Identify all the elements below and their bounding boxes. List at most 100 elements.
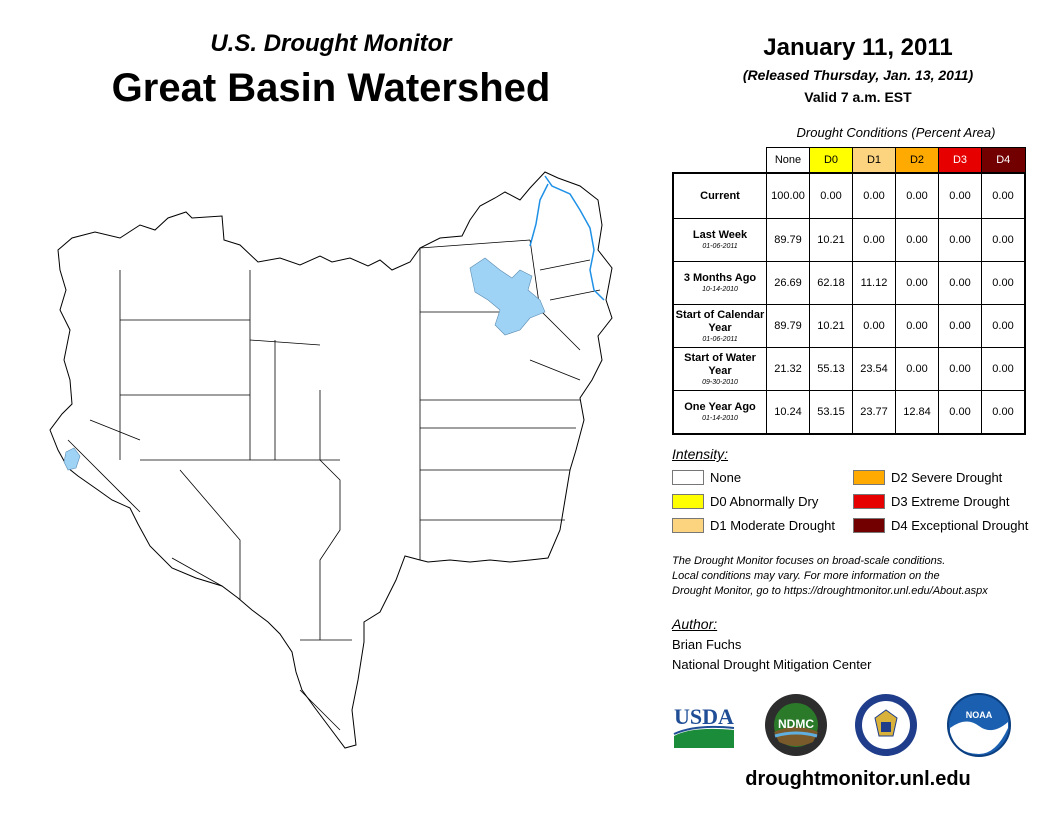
legend-label: None — [710, 470, 742, 485]
table-cell: 62.18 — [809, 261, 853, 305]
table-cell: 26.69 — [766, 261, 810, 305]
legend-item: D1 Moderate Drought — [672, 518, 835, 533]
table-row: Last Week 01-06-2011 89.79 10.21 0.00 0.00 0.0… — [672, 218, 1026, 262]
table-cell: 89.79 — [766, 218, 810, 262]
table-row: Start of Calendar Year 01-06-2011 89.79 10.… — [672, 304, 1026, 348]
table-cell: 0.00 — [938, 347, 982, 391]
table-row-label: 3 Months Ago 10-14-2010 — [672, 261, 767, 305]
table-cell: 10.24 — [766, 390, 810, 435]
table-body: Current 100.00 0.00 0.00 0.00 0.00 0.00 Last We… — [672, 172, 1026, 435]
legend-item: D4 Exceptional Drought — [853, 518, 1028, 533]
legend-item: D0 Abnormally Dry — [672, 494, 818, 509]
ndmc-logo: NDMC — [763, 692, 829, 758]
county-line — [179, 469, 241, 600]
usda-logo-text: USDA — [674, 704, 734, 729]
table-cell: 0.00 — [938, 261, 982, 305]
table-cell: 0.00 — [981, 261, 1026, 305]
table-row-label: Start of Water Year 09-30-2010 — [672, 347, 767, 391]
table-header-d3: D3 — [938, 147, 982, 174]
state-boundary-line — [67, 439, 141, 513]
map-title: Great Basin Watershed — [111, 66, 551, 110]
legend-swatch — [672, 470, 704, 485]
table-header-none: None — [766, 147, 810, 174]
table-cell: 0.00 — [938, 172, 982, 219]
table-row-date: 01-06-2011 — [702, 335, 738, 343]
table-row-date: 10-14-2010 — [702, 286, 738, 293]
table-header-d0: D0 — [809, 147, 853, 174]
table-cell: 89.79 — [766, 304, 810, 348]
lake-tahoe — [63, 447, 81, 471]
table-row-label-text: Last Week — [692, 229, 748, 241]
river-line — [529, 175, 605, 301]
author-name: Brian Fuchs — [672, 637, 742, 652]
table-cell: 0.00 — [981, 304, 1026, 348]
legend-label: D4 Exceptional Drought — [891, 518, 1029, 533]
table-cell: 10.21 — [809, 304, 853, 348]
legend-label: D3 Extreme Drought — [891, 494, 1010, 509]
table-cell: 0.00 — [809, 172, 853, 219]
disclaimer-text: The Drought Monitor focuses on broad-sca… — [672, 554, 1042, 599]
table-row-date: 09-30-2010 — [702, 378, 738, 386]
county-line — [529, 239, 581, 351]
county-line — [319, 459, 341, 640]
legend-item: D2 Severe Drought — [853, 470, 1002, 485]
table-cell: 0.00 — [938, 218, 982, 262]
table-cell: 0.00 — [895, 172, 939, 219]
table-cell: 0.00 — [981, 347, 1026, 391]
map-subtitle: U.S. Drought Monitor — [210, 30, 452, 57]
table-cell: 10.21 — [809, 218, 853, 262]
county-line — [249, 339, 321, 346]
table-caption: Drought Conditions (Percent Area) — [796, 125, 996, 140]
table-cell: 0.00 — [938, 390, 982, 435]
county-line — [299, 689, 341, 731]
valid-time: Valid 7 a.m. EST — [804, 89, 912, 105]
legend-swatch — [672, 518, 704, 533]
county-line — [539, 259, 591, 271]
table-cell: 100.00 — [766, 172, 810, 219]
county-line — [529, 359, 581, 381]
table-header-d2: D2 — [895, 147, 939, 174]
table-cell: 23.54 — [852, 347, 896, 391]
table-cell: 0.00 — [981, 218, 1026, 262]
table-row: Current 100.00 0.00 0.00 0.00 0.00 0.00 — [672, 172, 1026, 219]
table-cell: 0.00 — [895, 304, 939, 348]
legend-item: D3 Extreme Drought — [853, 494, 1010, 509]
table-cell: 12.84 — [895, 390, 939, 435]
table-header-d1: D1 — [852, 147, 896, 174]
legend-swatch — [853, 470, 885, 485]
table-cell: 0.00 — [981, 172, 1026, 219]
table-row-label: Start of Calendar Year 01-06-2011 — [672, 304, 767, 348]
table-row-date: 01-06-2011 — [702, 243, 738, 250]
ndmc-logo-text: NDMC — [778, 717, 814, 731]
table-header-d4: D4 — [981, 147, 1026, 174]
table-row: Start of Water Year 09-30-2010 21.32 55.13 2… — [672, 347, 1026, 391]
table-header-row: None D0 D1 D2 D3 D4 — [673, 147, 1026, 174]
usda-logo: USDA — [672, 700, 736, 750]
legend-label: D1 Moderate Drought — [710, 518, 836, 533]
footer-url[interactable]: droughtmonitor.unl.edu — [745, 768, 971, 790]
county-line — [549, 289, 601, 301]
table-cell: 53.15 — [809, 390, 853, 435]
table-row-label-text: Start of Calendar Year — [675, 308, 765, 334]
legend-swatch — [853, 494, 885, 509]
watershed-map — [49, 171, 613, 749]
table-cell: 0.00 — [938, 304, 982, 348]
table-row: 3 Months Ago 10-14-2010 26.69 62.18 11.12 0.0… — [672, 261, 1026, 305]
legend-swatch — [672, 494, 704, 509]
legend-swatch — [853, 518, 885, 533]
noaa-logo: NOAA — [946, 692, 1012, 758]
table-cell: 0.00 — [895, 261, 939, 305]
legend-label: D0 Abnormally Dry — [710, 494, 819, 509]
legend-item: None — [672, 470, 741, 485]
table-cell: 0.00 — [852, 304, 896, 348]
release-date: (Released Thursday, Jan. 13, 2011) — [742, 67, 974, 83]
table-row-label-text: One Year Ago — [684, 401, 756, 413]
table-row: One Year Ago 01-14-2010 10.24 53.15 23.77 12.… — [672, 390, 1026, 435]
noaa-logo-text: NOAA — [966, 710, 993, 720]
great-salt-lake — [469, 257, 546, 336]
table-cell: 0.00 — [981, 390, 1026, 435]
table-cell: 21.32 — [766, 347, 810, 391]
table-cell: 0.00 — [895, 347, 939, 391]
table-cell: 23.77 — [852, 390, 896, 435]
legend-title: Intensity: — [672, 446, 729, 462]
